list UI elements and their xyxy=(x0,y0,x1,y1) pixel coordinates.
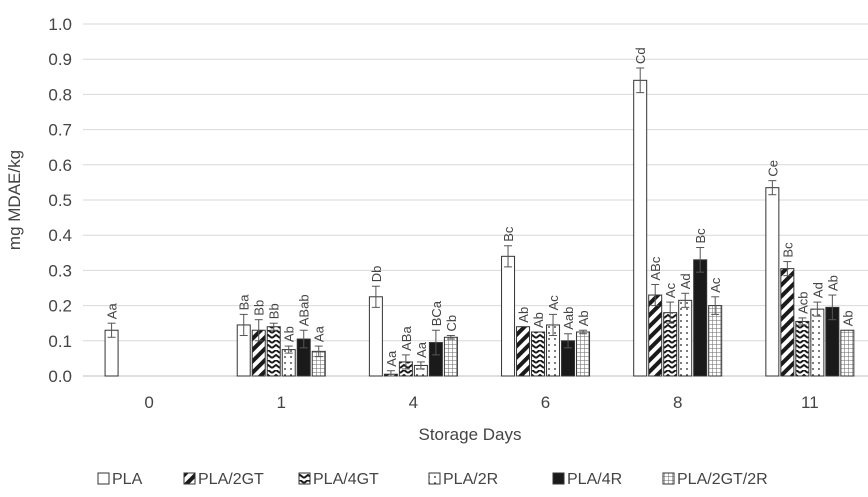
x-tick-label: 0 xyxy=(144,393,153,412)
data-label: Ce xyxy=(765,160,780,177)
bar xyxy=(576,331,591,377)
legend-swatch xyxy=(97,472,110,485)
bar xyxy=(516,326,531,377)
data-label: Ab xyxy=(825,275,840,291)
bar xyxy=(678,299,693,377)
y-axis-title: mg MDAE/kg xyxy=(5,150,24,250)
data-label: Ba xyxy=(237,294,252,311)
bar xyxy=(648,294,663,377)
x-tick-label: 6 xyxy=(541,393,550,412)
y-tick-label: 0.8 xyxy=(48,85,72,104)
y-tick-label: 1.0 xyxy=(48,15,72,34)
data-label: Bb xyxy=(252,300,267,316)
data-label: Acb xyxy=(795,292,810,314)
legend-label: PLA/4R xyxy=(567,471,622,488)
legend-swatch xyxy=(662,472,675,485)
x-tick-label: 11 xyxy=(801,393,819,412)
legend-swatch xyxy=(183,472,196,485)
y-tick-label: 0.7 xyxy=(48,121,72,140)
bar xyxy=(368,296,383,377)
bar xyxy=(780,268,795,377)
data-label: BCa xyxy=(429,300,444,326)
y-tick-label: 0.3 xyxy=(48,261,72,280)
legend-swatch xyxy=(428,472,441,485)
data-label: Ab xyxy=(531,312,546,328)
bar xyxy=(765,187,780,377)
data-label: Ad xyxy=(678,273,693,289)
data-label: Aa xyxy=(414,341,429,358)
y-axis-ticks: 0.0 0.1 0.2 0.3 0.4 0.5 0.6 0.7 0.8 0.9 1.0 xyxy=(48,15,72,386)
data-label: Aa xyxy=(105,303,120,320)
bar xyxy=(501,255,516,377)
legend-label: PLA xyxy=(112,471,143,488)
y-tick-label: 0.0 xyxy=(48,367,72,386)
data-label: Bc xyxy=(780,242,795,258)
data-label: Bc xyxy=(501,226,516,242)
data-label: Ad xyxy=(810,282,825,298)
bar xyxy=(795,320,810,377)
legend: PLA PLA/2GT PLA/4GT PLA/2R PLA/4R PLA/2GT/2R xyxy=(97,471,768,488)
bar xyxy=(693,259,708,377)
x-axis-ticks: 0 1 4 6 8 11 xyxy=(144,393,818,412)
data-label: Ab xyxy=(840,310,855,326)
data-label: Cd xyxy=(633,47,648,64)
data-label: Bc xyxy=(693,228,708,244)
legend-label: PLA/2GT xyxy=(198,471,264,488)
y-tick-label: 0.5 xyxy=(48,191,72,210)
data-label: Cb xyxy=(444,315,459,332)
legend-label: PLA/2GT/2R xyxy=(677,471,768,488)
data-label: Ab xyxy=(576,310,591,326)
legend-swatch xyxy=(298,472,311,485)
x-tick-label: 1 xyxy=(276,393,285,412)
bar xyxy=(266,326,281,377)
data-label: Ac xyxy=(663,282,678,298)
data-label: ABab xyxy=(297,294,312,326)
bar xyxy=(708,305,723,377)
data-label: Ac xyxy=(546,295,561,311)
x-tick-label: 8 xyxy=(673,393,682,412)
y-tick-label: 0.9 xyxy=(48,50,72,69)
legend-label: PLA/4GT xyxy=(313,471,379,488)
y-tick-label: 0.6 xyxy=(48,156,72,175)
bar xyxy=(443,336,458,377)
bar xyxy=(633,79,648,377)
legend-label: PLA/2R xyxy=(443,471,498,488)
y-tick-label: 0.1 xyxy=(48,332,72,351)
data-label: Aa xyxy=(384,350,399,367)
data-label: Aa xyxy=(312,325,327,342)
bar xyxy=(810,308,825,377)
y-tick-label: 0.4 xyxy=(48,226,72,245)
bar xyxy=(531,331,546,377)
data-label: Ab xyxy=(516,307,531,323)
data-label: Bb xyxy=(267,303,282,319)
bar xyxy=(840,329,855,377)
y-tick-label: 0.2 xyxy=(48,297,72,316)
data-label: ABc xyxy=(648,256,663,280)
data-label: Ab xyxy=(282,326,297,342)
grid-lines xyxy=(83,23,868,377)
data-label: Ac xyxy=(708,277,723,293)
data-label: Db xyxy=(369,266,384,283)
data-label: ABa xyxy=(399,326,414,351)
x-axis-title: Storage Days xyxy=(419,425,522,444)
legend-swatch xyxy=(552,472,565,485)
data-label: Aab xyxy=(561,307,576,330)
x-tick-label: 4 xyxy=(409,393,418,412)
